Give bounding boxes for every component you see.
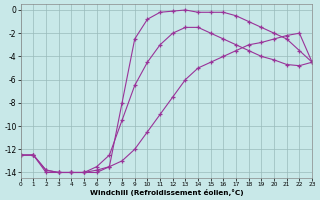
X-axis label: Windchill (Refroidissement éolien,°C): Windchill (Refroidissement éolien,°C) xyxy=(90,189,243,196)
